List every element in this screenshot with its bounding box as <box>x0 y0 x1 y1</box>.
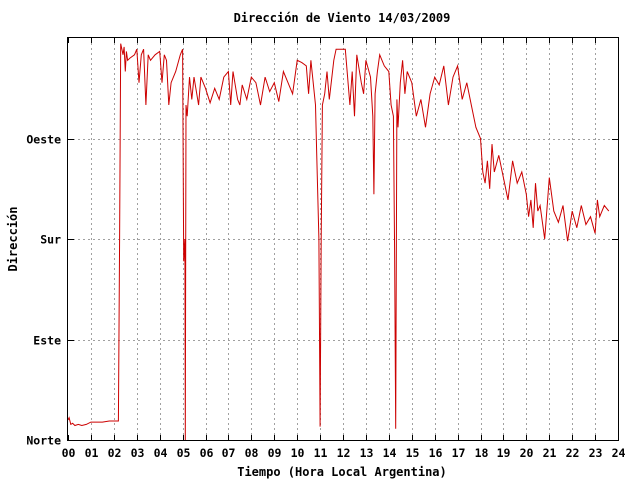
x-tick-label: 04 <box>154 446 168 460</box>
x-tick-label: 18 <box>475 446 489 460</box>
y-tick-label: Este <box>33 334 61 348</box>
x-tick-label: 10 <box>291 446 305 460</box>
plot-frame <box>67 37 619 441</box>
x-tick-label: 01 <box>85 446 99 460</box>
x-axis-label: Tiempo (Hora Local Argentina) <box>237 465 447 479</box>
x-tick-label: 20 <box>520 446 534 460</box>
x-tick-label: 09 <box>268 446 282 460</box>
x-tick-label: 06 <box>200 446 214 460</box>
x-axis-ticks: 00 01 02 03 04 05 06 07 08 09 10 11 12 13 14 15 16 17 18 19… <box>62 38 626 460</box>
x-tick-label: 02 <box>108 446 122 460</box>
x-tick-label: 15 <box>406 446 420 460</box>
y-tick-label: Oeste <box>26 133 61 147</box>
x-tick-label: 17 <box>452 446 466 460</box>
x-tick-label: 22 <box>566 446 580 460</box>
x-tick-label: 05 <box>177 446 191 460</box>
x-tick-label: 14 <box>383 446 397 460</box>
series-layer <box>67 43 610 441</box>
x-tick-label: 13 <box>360 446 374 460</box>
x-tick-label: 24 <box>612 446 626 460</box>
x-tick-label: 23 <box>589 446 603 460</box>
x-tick-label: 00 <box>62 446 76 460</box>
x-tick-label: 21 <box>543 446 557 460</box>
x-tick-label: 03 <box>131 446 145 460</box>
x-tick-label: 12 <box>337 446 351 460</box>
y-axis-ticks: Norte Este Sur Oeste <box>26 133 618 448</box>
y-axis-label: Dirección <box>6 206 20 271</box>
x-tick-label: 11 <box>314 446 328 460</box>
x-tick-label: 08 <box>245 446 259 460</box>
wind-direction-line <box>67 43 610 441</box>
chart-title: Dirección de Viento 14/03/2009 <box>234 11 451 25</box>
grid <box>68 38 618 440</box>
x-tick-label: 07 <box>222 446 236 460</box>
x-tick-label: 16 <box>429 446 443 460</box>
y-tick-label: Sur <box>40 233 61 247</box>
y-tick-label: Norte <box>26 434 61 448</box>
x-tick-label: 19 <box>497 446 511 460</box>
